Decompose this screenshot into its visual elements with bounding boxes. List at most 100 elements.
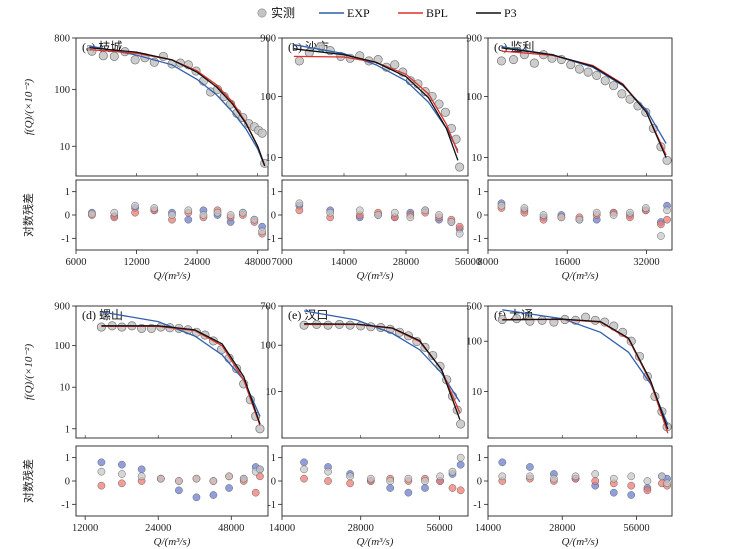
y-tick-label: 100 <box>260 341 276 352</box>
residual-point-exp <box>526 463 534 471</box>
residual-point-p3 <box>225 472 233 481</box>
observed-point <box>255 424 265 434</box>
observed-point <box>625 94 635 104</box>
residual-point-p3 <box>456 453 465 462</box>
residual-point-p3 <box>663 206 671 215</box>
residual-point-p3 <box>88 209 96 218</box>
residual-point-p3 <box>421 477 429 485</box>
residual-point-p3 <box>592 208 601 217</box>
residual-point-p3 <box>571 472 580 481</box>
residual-point-exp <box>118 460 126 469</box>
observed-point <box>537 315 547 325</box>
observed-point <box>496 56 507 66</box>
fit-line-bpl <box>293 55 459 153</box>
residual-point-p3 <box>209 477 218 485</box>
observed-point <box>529 58 539 68</box>
observed-point <box>508 55 519 65</box>
residual-point-p3 <box>326 208 335 217</box>
legend-observed-marker <box>257 8 267 18</box>
residual-point-exp <box>498 458 507 467</box>
residual-point-p3 <box>250 215 259 224</box>
legend-p3-label: P3 <box>504 6 517 20</box>
x-tick-label: 48000 <box>245 257 271 268</box>
residual-point-bpl <box>591 477 600 485</box>
main-axes-frame <box>75 37 269 177</box>
x-tick-label: 12000 <box>72 523 98 534</box>
residual-point-bpl <box>663 215 671 224</box>
resid-tick-label: 1 <box>477 453 482 464</box>
legend: 实测 EXP BPL P3 <box>257 5 517 20</box>
residual-point-bpl <box>448 484 457 492</box>
panel-title: (e) 汉口 <box>288 308 328 322</box>
residual-point-p3 <box>386 477 395 485</box>
resid-tick-label: 1 <box>65 453 70 464</box>
residual-point-bpl <box>643 486 652 495</box>
resid-tick-label: 0 <box>65 477 70 488</box>
resid-tick-label: 0 <box>477 477 482 488</box>
residual-point-p3 <box>539 211 548 219</box>
resid-tick-label: 1 <box>477 187 482 198</box>
residual-point-exp <box>627 491 636 499</box>
x-tick-label: 56000 <box>426 523 452 534</box>
residual-point-exp <box>192 493 201 502</box>
observed-point <box>600 76 610 86</box>
resid-tick-label: -1 <box>61 500 70 511</box>
residual-point-p3 <box>226 211 235 219</box>
residual-point-bpl <box>346 479 354 488</box>
residual-point-exp <box>404 488 413 497</box>
residual-point-p3 <box>295 199 304 208</box>
x-tick-label: 7000 <box>272 257 293 268</box>
residual-point-p3 <box>199 211 208 219</box>
residual-point-p3 <box>404 474 413 483</box>
residual-point-p3 <box>258 227 266 236</box>
x-axis-label: Q/(m³/s) <box>562 536 599 548</box>
residual-point-p3 <box>131 201 139 210</box>
residual-point-p3 <box>447 218 456 226</box>
y-tick-label: 800 <box>54 34 70 45</box>
residual-point-bpl <box>324 477 332 485</box>
observed-point <box>299 320 309 330</box>
legend-exp-label: EXP <box>347 6 370 20</box>
residual-point-p3 <box>110 208 119 217</box>
observed-point <box>512 314 522 324</box>
observed-point <box>525 316 535 326</box>
x-tick-label: 48000 <box>218 523 244 534</box>
resid-tick-label: -1 <box>61 234 70 245</box>
residual-point-p3 <box>137 472 146 481</box>
residual-point-p3 <box>390 208 399 217</box>
residual-point-exp <box>209 491 218 499</box>
x-tick-label: 16000 <box>554 257 580 268</box>
legend-bpl-label: BPL <box>426 6 448 20</box>
residual-point-p3 <box>213 208 222 217</box>
y-tick-label: 1 <box>65 424 70 435</box>
x-tick-label: 32000 <box>633 257 659 268</box>
observed-point <box>257 128 267 138</box>
x-tick-label: 24000 <box>145 523 171 534</box>
x-tick-label: 24000 <box>184 257 210 268</box>
residual-point-bpl <box>131 208 139 217</box>
residual-point-p3 <box>609 474 618 483</box>
observed-point <box>617 89 627 99</box>
residual-point-p3 <box>97 467 106 476</box>
y-tick-label: 900 <box>260 34 276 45</box>
x-tick-label: 6000 <box>66 257 87 268</box>
fit-line-exp <box>89 45 266 167</box>
residual-point-p3 <box>406 213 415 222</box>
y-tick-label: 100 <box>260 92 276 103</box>
fit-line-bpl <box>101 325 261 426</box>
resid-tick-label: -1 <box>267 234 276 245</box>
residual-point-bpl <box>97 481 106 490</box>
residual-point-p3 <box>641 204 650 212</box>
residual-point-p3 <box>300 465 308 474</box>
observed-point <box>428 350 438 361</box>
residual-point-exp <box>97 458 106 467</box>
residual-point-bpl <box>456 486 465 495</box>
residual-point-p3 <box>175 477 183 485</box>
observed-point <box>96 322 106 332</box>
residual-point-p3 <box>550 474 558 483</box>
residual-point-p3 <box>658 472 666 481</box>
y-tick-label: 100 <box>54 85 70 96</box>
